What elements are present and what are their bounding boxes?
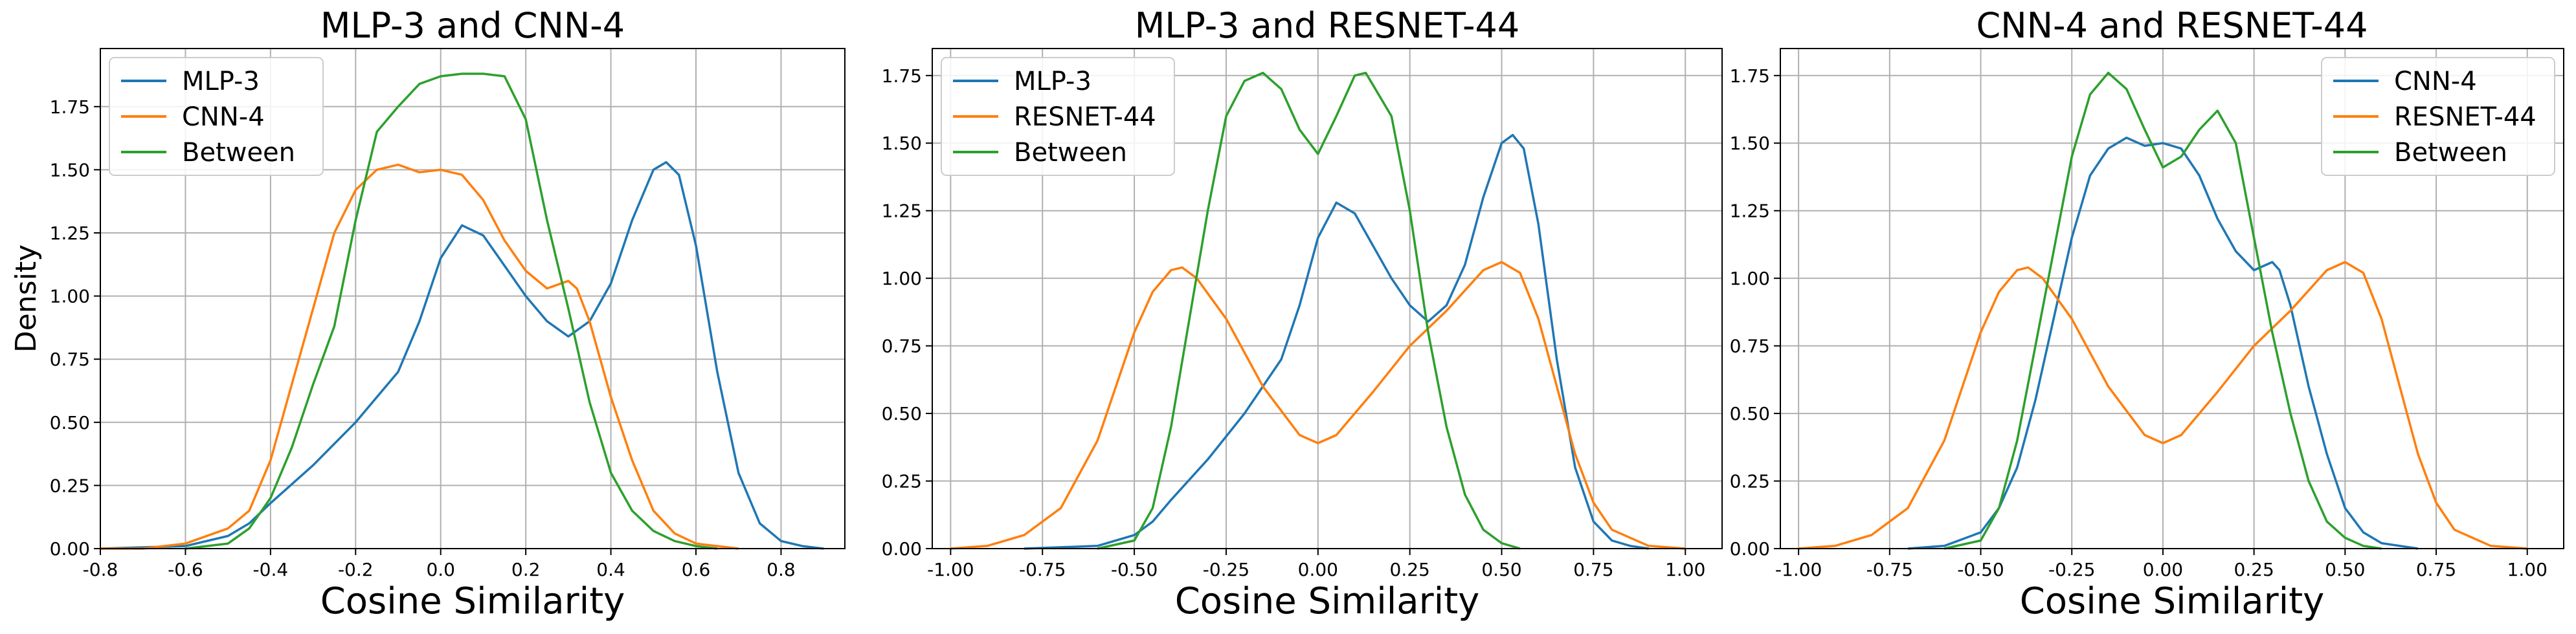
y-tick-label: 1.50 <box>50 159 90 180</box>
y-tick-label: 0.75 <box>1730 336 1770 357</box>
y-tick-label: 0.00 <box>882 538 922 560</box>
legend-label: Between <box>1014 138 1127 168</box>
legend-label: CNN-4 <box>182 102 265 132</box>
x-tick-label: 0.2 <box>511 559 541 580</box>
x-axis-label: Cosine Similarity <box>1175 580 1480 622</box>
x-tick-label: 0.00 <box>2143 559 2183 580</box>
series-line-between <box>185 72 718 550</box>
y-tick-label: 0.50 <box>882 403 922 424</box>
chart-panel-3: -1.00 -0.75 -0.50 -0.25 0.00 0.25 0.50 0.75 1.00… <box>1730 5 2564 622</box>
x-tick-label: -0.25 <box>1203 559 1249 580</box>
legend: MLP-3 CNN-4 Between <box>109 57 324 176</box>
legend-label: RESNET-44 <box>1014 102 1156 132</box>
x-tick-label: 0.4 <box>596 559 625 580</box>
legend-box <box>109 57 324 176</box>
y-tick-label: 0.25 <box>1730 471 1770 492</box>
y-tick-label: 0.25 <box>50 475 90 496</box>
x-tick-label: 0.75 <box>1573 559 1613 580</box>
chart-title: MLP-3 and CNN-4 <box>320 5 625 46</box>
y-tick-label: 0.25 <box>882 471 922 492</box>
x-tick-label: 0.0 <box>426 559 455 580</box>
y-tick-label: 1.25 <box>1730 201 1770 222</box>
x-axis-label: Cosine Similarity <box>2020 580 2325 622</box>
y-tick-label: 1.00 <box>882 268 922 289</box>
series-line-cnn-4 <box>100 163 739 550</box>
x-tick-label: -0.50 <box>1111 559 1158 580</box>
y-tick-label: 0.75 <box>882 336 922 357</box>
y-tick-label: 0.00 <box>1730 538 1770 560</box>
series-line-mlp-3 <box>1024 133 1649 550</box>
x-tick-label: -0.2 <box>338 559 374 580</box>
series-line-resnet-44 <box>1798 261 2527 550</box>
legend: MLP-3 RESNET-44 Between <box>941 57 1175 176</box>
series-line-between <box>1943 71 2382 550</box>
x-tick-label: -0.8 <box>83 559 118 580</box>
x-tick-label: -1.00 <box>1775 559 1822 580</box>
chart-panel-1: -0.8 -0.6 -0.4 -0.2 0.0 0.2 0.4 0.6 0.8 0.00 0.25 0… <box>10 5 846 622</box>
y-tick-label: 1.00 <box>1730 268 1770 289</box>
axes-frame <box>932 48 1723 549</box>
x-tick-label: -0.4 <box>253 559 289 580</box>
y-tick-label: 0.00 <box>50 538 90 560</box>
y-tick-label: 0.50 <box>1730 403 1770 424</box>
x-tick-label: 1.00 <box>2507 559 2548 580</box>
x-tick-label: 0.50 <box>1481 559 1521 580</box>
chart-title: CNN-4 and RESNET-44 <box>1977 5 2368 46</box>
y-tick-label: 1.50 <box>1730 133 1770 154</box>
x-tick-label: -0.50 <box>1957 559 2004 580</box>
y-tick-label: 0.75 <box>50 349 90 370</box>
y-tick-label: 1.75 <box>1730 65 1770 87</box>
series-line-between <box>1097 71 1521 550</box>
y-tick-label: 1.25 <box>882 201 922 222</box>
x-axis-label: Cosine Similarity <box>320 580 625 622</box>
y-tick-label: 1.75 <box>50 96 90 118</box>
axes-frame <box>1780 48 2564 549</box>
x-tick-label: 0.25 <box>2234 559 2274 580</box>
legend-label: Between <box>182 138 295 168</box>
x-tick-label: -0.6 <box>168 559 203 580</box>
y-tick-label: 1.50 <box>882 133 922 154</box>
chart-panel-2: -1.00 -0.75 -0.50 -0.25 0.00 0.25 0.50 0.75 1.00… <box>882 5 1723 622</box>
x-tick-label: 0.25 <box>1390 559 1430 580</box>
x-tick-label: 0.6 <box>682 559 711 580</box>
x-tick-label: 0.75 <box>2416 559 2456 580</box>
legend-label: CNN-4 <box>2394 67 2477 96</box>
legend: CNN-4 RESNET-44 Between <box>2321 57 2555 176</box>
legend-box <box>2321 57 2555 176</box>
y-tick-label: 1.00 <box>50 286 90 307</box>
legend-label: RESNET-44 <box>2394 102 2537 132</box>
y-tick-label: 1.75 <box>882 65 922 87</box>
y-tick-label: 0.50 <box>50 412 90 433</box>
series-line-resnet-44 <box>950 261 1686 550</box>
x-tick-label: -0.75 <box>1019 559 1066 580</box>
y-tick-label: 1.25 <box>50 223 90 244</box>
x-tick-label: 0.8 <box>767 559 796 580</box>
axes-frame <box>100 48 846 549</box>
x-tick-label: 0.00 <box>1298 559 1338 580</box>
series-line-cnn-4 <box>1907 137 2419 550</box>
y-axis-label: Density <box>10 245 43 353</box>
x-tick-label: -1.00 <box>927 559 974 580</box>
series-line-mlp-3 <box>100 160 824 550</box>
legend-box <box>941 57 1175 176</box>
legend-label: MLP-3 <box>1014 67 1092 96</box>
legend-label: MLP-3 <box>182 67 260 96</box>
x-tick-label: -0.75 <box>1866 559 1913 580</box>
x-tick-label: 0.50 <box>2325 559 2365 580</box>
legend-label: Between <box>2394 138 2507 168</box>
x-tick-label: -0.25 <box>2048 559 2095 580</box>
x-tick-label: 1.00 <box>1665 559 1705 580</box>
chart-title: MLP-3 and RESNET-44 <box>1135 5 1519 46</box>
